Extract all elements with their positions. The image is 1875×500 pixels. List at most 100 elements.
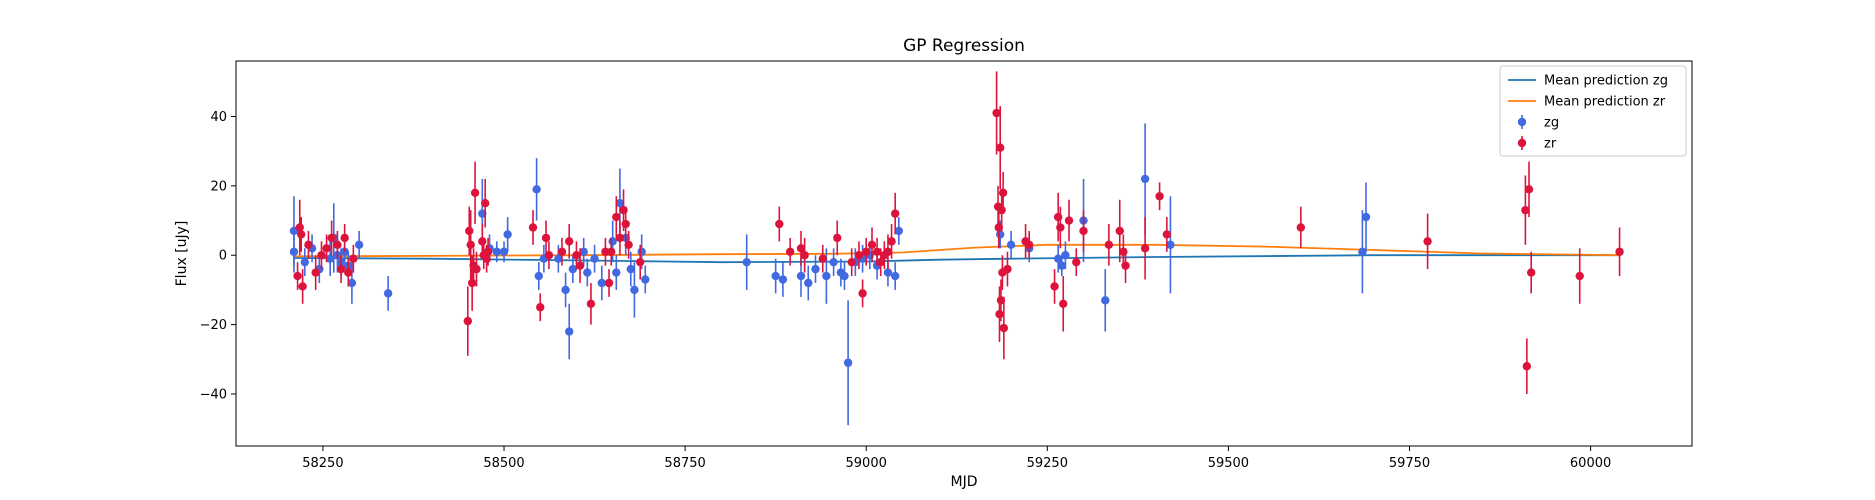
data-point — [336, 264, 346, 274]
data-point — [586, 299, 596, 308]
data-point — [607, 247, 616, 256]
data-point — [811, 264, 820, 274]
mean-line-zg — [293, 254, 1620, 264]
legend-point-swatch — [1517, 117, 1527, 127]
data-point — [565, 237, 574, 246]
data-point — [796, 271, 806, 281]
data-point — [1526, 268, 1536, 277]
data-point — [322, 244, 331, 253]
data-point — [604, 278, 614, 288]
data-point — [470, 188, 480, 198]
plot-area: 58250 58500 58750 59000 59250 59500 59750 60000… — [200, 60, 1693, 471]
data-point — [1166, 240, 1175, 250]
data-point — [996, 143, 1005, 152]
data-point — [858, 289, 867, 298]
data-point — [317, 251, 326, 260]
data-point — [894, 226, 904, 236]
data-point — [742, 257, 751, 267]
data-point — [466, 240, 475, 250]
data-point — [1064, 216, 1074, 225]
data-point — [1059, 299, 1068, 308]
data-point — [1050, 282, 1059, 291]
data-point — [557, 247, 567, 256]
chart-title: GP Regression — [903, 36, 1025, 56]
data-point — [1140, 174, 1150, 184]
data-point — [344, 268, 353, 277]
legend-point-swatch — [1517, 138, 1527, 148]
data-point — [304, 240, 313, 250]
data-point — [1296, 223, 1306, 232]
data-point — [637, 247, 646, 256]
data-point — [590, 254, 599, 263]
data-point — [1521, 205, 1530, 215]
data-point — [829, 257, 838, 267]
data-point — [1003, 264, 1012, 274]
y-tick-label: −20 — [200, 318, 227, 333]
data-point — [572, 251, 581, 260]
data-point — [800, 251, 809, 260]
data-point — [465, 226, 474, 236]
data-point — [998, 188, 1008, 198]
data-point — [293, 271, 302, 281]
data-point — [483, 247, 493, 256]
data-point — [311, 268, 320, 277]
data-point — [890, 209, 900, 218]
data-point — [565, 327, 574, 336]
data-point — [347, 278, 357, 288]
data-point — [992, 108, 1001, 118]
data-point — [1121, 261, 1130, 270]
data-point — [840, 271, 849, 281]
data-point — [1524, 185, 1534, 194]
data-point — [482, 254, 491, 263]
data-point — [995, 309, 1004, 319]
data-point — [1155, 192, 1164, 201]
data-point — [554, 254, 563, 263]
data-point — [349, 254, 358, 263]
data-point — [890, 271, 900, 281]
legend: Mean prediction zg Mean prediction zr zg zr — [1499, 65, 1687, 157]
data-point — [544, 251, 554, 260]
x-tick-label: 58500 — [483, 456, 524, 471]
data-point — [778, 275, 788, 284]
data-point — [568, 264, 578, 274]
data-point — [536, 303, 545, 312]
data-point — [340, 233, 349, 243]
data-point — [296, 230, 306, 239]
data-point — [641, 275, 650, 284]
data-point — [867, 240, 877, 250]
data-point — [289, 247, 299, 256]
data-point — [300, 257, 310, 267]
data-point — [636, 257, 645, 267]
data-point — [597, 278, 607, 288]
data-point — [1615, 247, 1624, 256]
data-point — [325, 254, 335, 263]
y-tick-label: 0 — [219, 249, 227, 264]
data-point — [1162, 230, 1172, 239]
data-point — [575, 261, 585, 270]
data-point — [499, 247, 509, 256]
legend-box — [1499, 65, 1687, 157]
legend-label: Mean prediction zg — [1544, 74, 1668, 89]
data-point — [822, 271, 831, 281]
data-point — [872, 247, 882, 256]
x-tick-label: 59000 — [846, 456, 887, 471]
data-point — [1575, 271, 1584, 281]
data-point — [999, 323, 1009, 333]
y-tick-label: −40 — [200, 387, 227, 402]
data-point — [862, 247, 871, 256]
data-point — [785, 247, 795, 256]
data-point — [996, 230, 1005, 239]
data-point — [1006, 240, 1016, 250]
data-point — [354, 240, 364, 250]
data-point — [583, 268, 592, 277]
data-point — [1115, 226, 1124, 236]
data-point — [472, 264, 481, 274]
data-point — [624, 240, 633, 250]
y-tick-label: 40 — [210, 110, 227, 125]
data-point — [534, 271, 543, 281]
data-point — [876, 257, 885, 267]
data-point — [615, 233, 625, 243]
x-tick-label: 58250 — [302, 456, 343, 471]
data-point — [1072, 257, 1081, 267]
